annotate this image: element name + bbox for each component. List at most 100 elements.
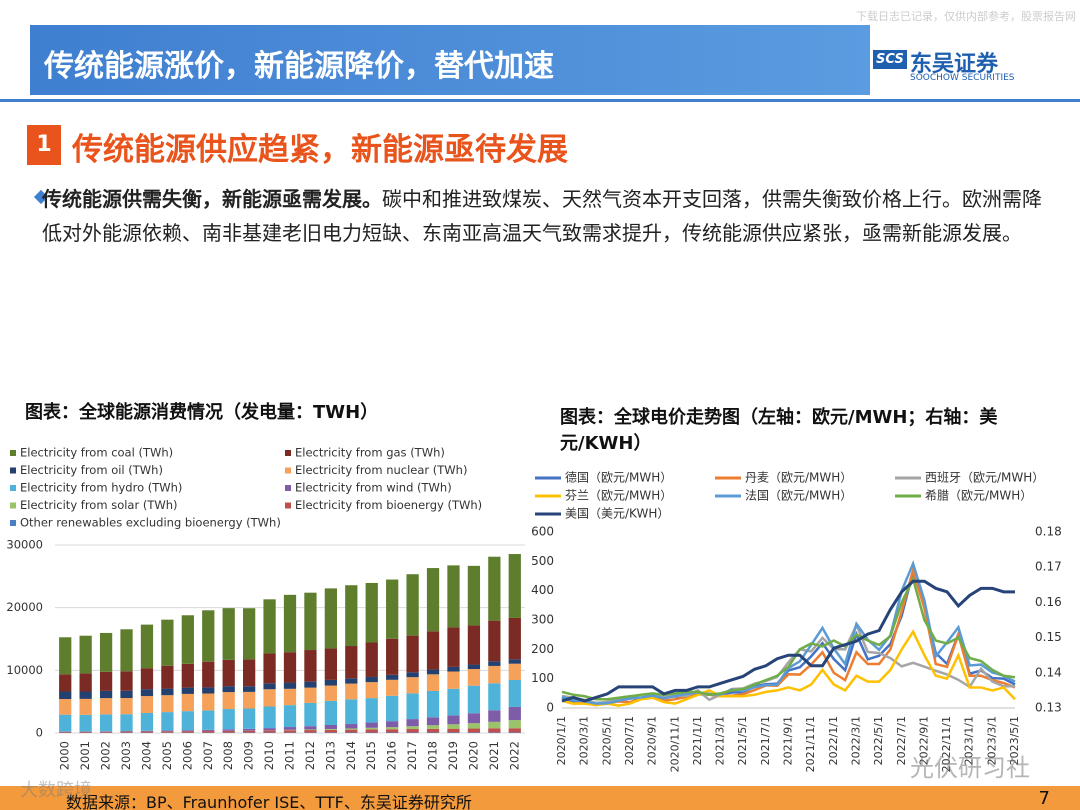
bar-segment	[59, 714, 72, 732]
legend-swatch	[10, 485, 16, 491]
bar-segment	[406, 672, 419, 678]
bar-segment	[304, 729, 317, 731]
bar-segment	[99, 690, 113, 699]
bar-segment	[181, 730, 194, 732]
bar-segment	[406, 693, 419, 720]
bar-segment	[202, 729, 215, 731]
section-number: 1	[27, 125, 61, 165]
bar-segment	[365, 722, 378, 728]
x-tick-label: 2023/5/1	[1008, 716, 1021, 765]
y-tick-label: 300	[531, 613, 554, 627]
bar-segment	[406, 726, 419, 730]
bar-segment	[447, 732, 460, 733]
x-tick-label: 2013	[323, 741, 337, 770]
bar-segment	[447, 715, 460, 725]
x-tick-label: 2021/11/1	[804, 716, 817, 772]
y2-tick-label: 0.18	[1035, 525, 1062, 539]
legend-label: 丹麦（欧元/MWH）	[745, 471, 852, 485]
x-tick-label: 2021/5/1	[736, 716, 749, 765]
bar-segment	[324, 588, 337, 649]
bar-segment	[263, 653, 276, 684]
bar-segment	[508, 728, 521, 733]
bar-segment	[59, 691, 72, 700]
watermark: 大数跨境	[20, 780, 92, 801]
bar-segment	[488, 721, 501, 729]
bar-segment	[386, 579, 399, 639]
y-tick-label: 500	[531, 554, 554, 568]
y-tick-label: 200	[531, 642, 554, 656]
bar-segment	[467, 669, 481, 686]
bar-segment	[120, 714, 133, 732]
bar-segment	[345, 678, 358, 684]
bar-segment	[79, 673, 92, 692]
bar-segment	[283, 730, 297, 733]
bar-segment	[508, 679, 521, 707]
bar-segment	[202, 710, 215, 730]
bar-segment	[345, 646, 358, 679]
legend-label: Electricity from wind (TWh)	[295, 481, 452, 495]
bar-segment	[386, 679, 399, 696]
bar-segment	[243, 659, 256, 687]
bar-segment	[488, 665, 501, 684]
bar-segment	[508, 720, 521, 729]
legend-swatch	[10, 450, 16, 456]
x-tick-label: 2021	[487, 741, 501, 770]
bar-segment	[263, 730, 276, 733]
bar-segment	[426, 717, 440, 726]
bar-segment	[324, 648, 337, 680]
bar-segment	[59, 731, 72, 733]
bar-segment	[447, 627, 460, 667]
bar-segment	[181, 693, 194, 712]
bar-segment	[283, 705, 297, 728]
bar-segment	[324, 728, 337, 730]
x-tick-label: 2006	[180, 741, 194, 770]
bar-segment	[283, 652, 297, 683]
logo-subname: SOOCHOW SECURITIES	[910, 73, 1015, 83]
chart-title: 图表：全球电价走势图（左轴：欧元/MWH；右轴：美元/KWH）	[560, 407, 998, 454]
bar-segment	[467, 625, 481, 665]
legend-label: Electricity from oil (TWh)	[20, 463, 163, 477]
legend-label: Electricity from bioenergy (TWh)	[295, 498, 482, 512]
bar-segment	[79, 731, 92, 733]
bar-segment	[304, 650, 317, 682]
watermark: 光伏研习社	[910, 754, 1030, 782]
bar-segment	[140, 712, 154, 731]
bar-segment	[345, 585, 358, 647]
y2-tick-label: 0.15	[1035, 630, 1062, 644]
bar-segment	[120, 629, 133, 672]
bar-segment	[79, 691, 92, 699]
bar-segment	[243, 691, 256, 709]
y-tick-label: 30000	[6, 538, 43, 552]
x-tick-label: 2014	[344, 741, 358, 770]
bar-segment	[120, 690, 133, 699]
bar-segment	[222, 692, 235, 710]
bar-segment	[140, 731, 154, 733]
bar-segment	[202, 730, 215, 733]
bar-segment	[181, 687, 194, 694]
x-tick-label: 2012	[303, 741, 317, 770]
series-line	[561, 579, 1015, 703]
bar-segment	[99, 714, 113, 732]
bar-segment	[345, 728, 358, 730]
y-tick-label: 0	[546, 701, 554, 715]
bar-segment	[406, 574, 419, 636]
bar-segment	[283, 594, 297, 653]
bar-segment	[222, 659, 235, 687]
chart: Electricity from coal (TWh) Electricity f…	[6, 446, 525, 770]
bar-segment	[365, 727, 378, 730]
bar-segment	[161, 695, 174, 713]
bar-segment	[467, 685, 481, 714]
bar-segment	[324, 700, 337, 726]
bar-segment	[181, 615, 194, 664]
bar-segment	[243, 730, 256, 733]
bar-segment	[324, 729, 337, 733]
legend-swatch	[10, 467, 16, 474]
bar-segment	[386, 729, 399, 733]
bar-segment	[202, 693, 215, 711]
x-tick-label: 2002	[99, 741, 113, 770]
legend-label: 法国（欧元/MWH）	[745, 489, 852, 503]
bar-segment	[202, 687, 215, 694]
legend-swatch	[10, 502, 16, 509]
bar-segment	[59, 674, 72, 692]
bar-segment	[304, 592, 317, 651]
